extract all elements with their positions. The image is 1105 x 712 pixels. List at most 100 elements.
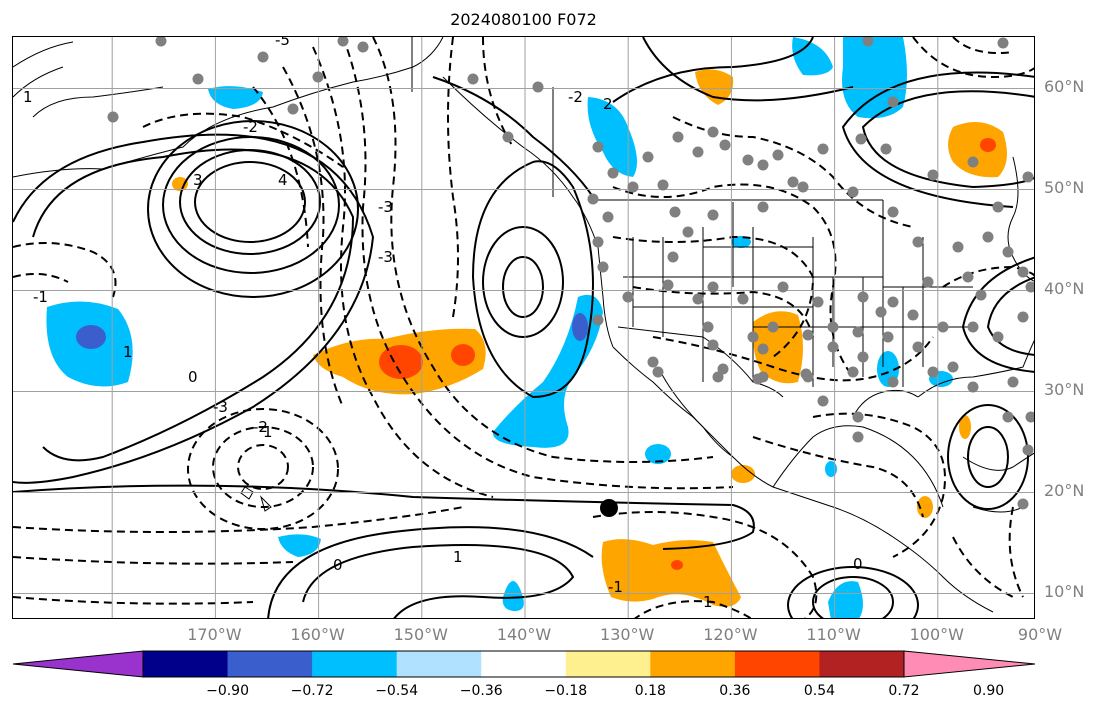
latitude-label: 30°N (1044, 380, 1085, 400)
contour-value-label: 1 (703, 593, 713, 611)
negative-anomaly-region (792, 37, 833, 76)
station-marker (852, 326, 864, 338)
positive-anomaly-region (917, 496, 933, 518)
station-marker (682, 226, 694, 238)
longitude-label: 140°W (496, 625, 552, 644)
contour-value-label: 1 (453, 548, 463, 566)
contour-line (912, 37, 1034, 79)
negative-anomaly-region (731, 236, 751, 248)
negative-anomaly-region (587, 97, 637, 177)
station-marker (852, 431, 864, 443)
station-marker (467, 73, 479, 85)
station-marker (907, 309, 919, 321)
station-marker (757, 201, 769, 213)
contour-line (13, 272, 69, 283)
longitude-label: 130°W (600, 625, 655, 644)
contour-line (471, 160, 594, 399)
contour-value-label: 4 (278, 171, 288, 189)
station-marker (107, 111, 119, 123)
contour-line (861, 90, 1034, 189)
longitude-label: 150°W (393, 625, 448, 644)
station-marker (1017, 266, 1029, 278)
contour-line (237, 444, 289, 490)
station-marker (502, 131, 514, 143)
station-marker (642, 151, 654, 163)
station-marker (592, 236, 604, 248)
contour-value-label: 1 (23, 88, 33, 106)
station-marker (707, 209, 719, 221)
negative-anomaly-region (825, 461, 837, 477)
station-marker (287, 103, 299, 115)
contour-value-label: -5 (275, 37, 290, 49)
longitude-label: 170°W (187, 625, 242, 644)
contour-line (312, 46, 494, 498)
colorbar-segment (565, 651, 651, 677)
coastline (657, 366, 734, 458)
colorbar (12, 650, 1036, 678)
station-marker (882, 331, 894, 343)
station-marker (192, 73, 204, 85)
colorbar-tick-label: −0.36 (459, 683, 503, 699)
station-marker (742, 154, 754, 166)
negative-anomaly-region (842, 37, 907, 119)
station-marker (1025, 411, 1034, 423)
station-marker (757, 159, 769, 171)
station-marker (947, 361, 959, 373)
station-marker (667, 251, 679, 263)
strong-negative-anomaly-region (572, 313, 588, 341)
island (259, 495, 272, 512)
colorbar-segment (819, 651, 905, 677)
colorbar-tick-label: 0.36 (719, 683, 751, 699)
contour-line (967, 426, 1009, 488)
colorbar-segment (396, 651, 482, 677)
contour-line (952, 37, 1014, 54)
station-marker (797, 181, 809, 193)
colorbar-tick-label: 0.54 (803, 683, 836, 699)
contour-line (13, 242, 117, 298)
station-marker (155, 37, 167, 47)
contour-line (482, 37, 514, 148)
station-marker (855, 133, 867, 145)
station-marker (787, 176, 799, 188)
colorbar-tick-label: −0.72 (290, 683, 334, 699)
map-title: 2024080100 F072 (450, 10, 597, 29)
station-marker (1017, 311, 1029, 323)
station-marker (1002, 411, 1014, 423)
contour-value-label: 1 (123, 343, 133, 361)
contour-value-label: -3 (378, 198, 393, 216)
station-marker (257, 51, 269, 63)
coastline (13, 41, 74, 68)
station-marker (357, 41, 369, 53)
latitude-label: 40°N (1044, 279, 1085, 299)
station-marker (707, 339, 719, 351)
station-marker (852, 411, 864, 423)
station-marker (817, 143, 829, 155)
colorbar-segment (312, 651, 398, 677)
contour-line (447, 37, 459, 318)
station-marker (602, 211, 614, 223)
contour-line (482, 226, 564, 338)
station-marker (312, 71, 324, 83)
station-marker (857, 291, 869, 303)
coastline (442, 76, 614, 348)
station-marker (927, 169, 939, 181)
station-marker (827, 321, 839, 333)
station-marker (757, 371, 769, 383)
colorbar-tick-label: −0.54 (375, 683, 419, 699)
station-marker (1022, 171, 1034, 183)
contour-line (652, 336, 934, 382)
positive-anomaly-region (752, 311, 803, 384)
station-marker (657, 179, 669, 191)
station-marker (847, 366, 859, 378)
station-marker (962, 271, 974, 283)
high-center-contour (194, 161, 306, 243)
colorbar-high-extend (903, 650, 1036, 678)
contour-line (502, 256, 544, 318)
station-marker (912, 236, 924, 248)
colorbar-tick-label: 0.18 (634, 683, 666, 699)
colorbar-low-extend (12, 650, 144, 678)
station-marker (802, 329, 814, 341)
station-marker (967, 321, 979, 333)
contour-line (942, 265, 1034, 288)
negative-anomaly-region (502, 581, 524, 612)
